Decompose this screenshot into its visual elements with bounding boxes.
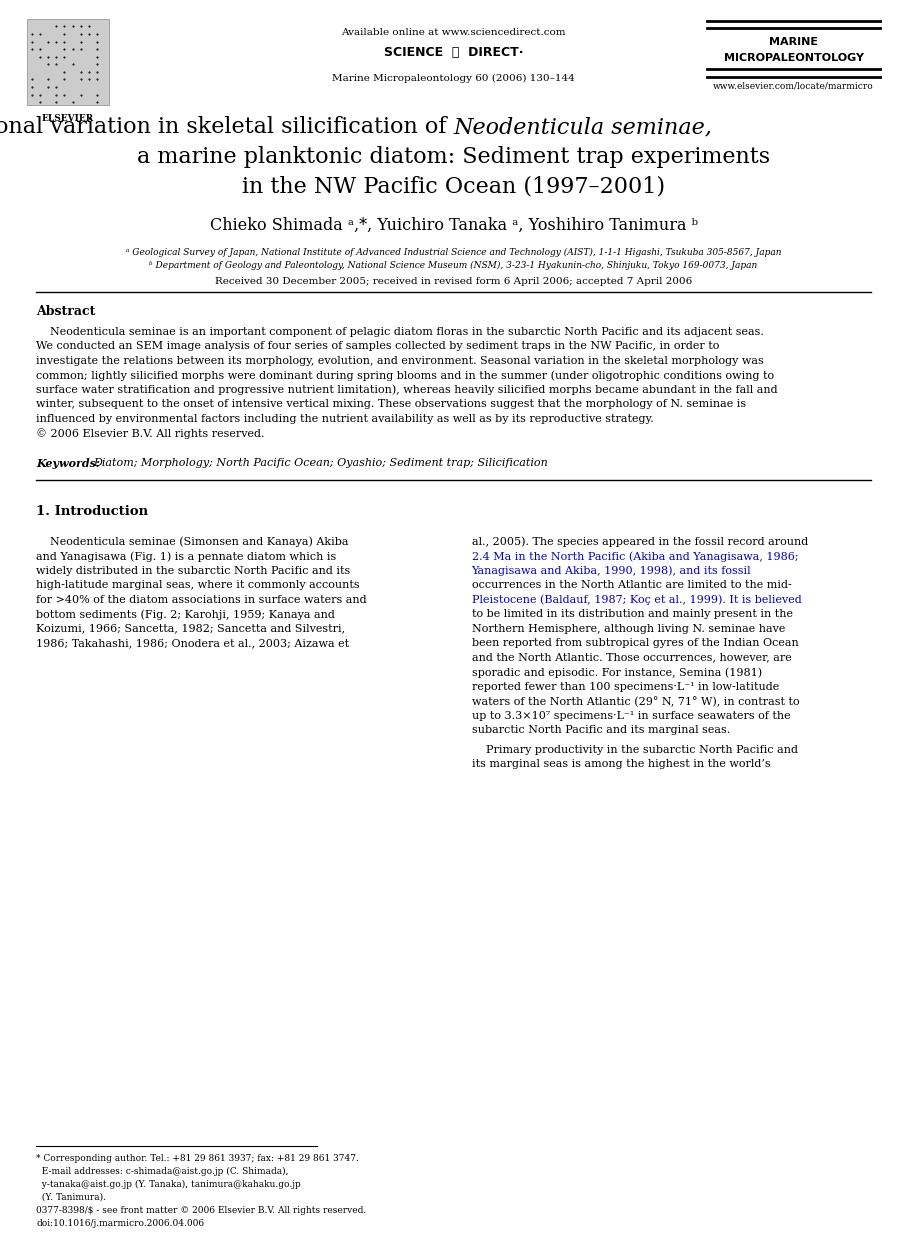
Text: al., 2005). The species appeared in the fossil record around: al., 2005). The species appeared in the … [472,537,808,547]
Text: Received 30 December 2005; received in revised form 6 April 2006; accepted 7 Apr: Received 30 December 2005; received in r… [215,277,692,286]
Text: in the NW Pacific Ocean (1997–2001): in the NW Pacific Ocean (1997–2001) [242,176,665,198]
Text: Seasonal variation in skeletal silicification of: Seasonal variation in skeletal silicific… [0,116,454,139]
Text: Neodenticula seminae is an important component of pelagic diatom floras in the s: Neodenticula seminae is an important com… [36,327,765,337]
Text: Marine Micropaleontology 60 (2006) 130–144: Marine Micropaleontology 60 (2006) 130–1… [332,74,575,83]
Text: for >40% of the diatom associations in surface waters and: for >40% of the diatom associations in s… [36,594,367,604]
Text: surface water stratification and progressive nutrient limitation), whereas heavi: surface water stratification and progres… [36,385,778,395]
Text: waters of the North Atlantic (29° N, 71° W), in contrast to: waters of the North Atlantic (29° N, 71°… [472,696,799,707]
Text: Chieko Shimada ᵃ,*, Yuichiro Tanaka ᵃ, Yoshihiro Tanimura ᵇ: Chieko Shimada ᵃ,*, Yuichiro Tanaka ᵃ, Y… [210,217,697,234]
Text: Neodenticula seminae (Simonsen and Kanaya) Akiba: Neodenticula seminae (Simonsen and Kanay… [36,537,349,547]
Text: 1986; Takahashi, 1986; Onodera et al., 2003; Aizawa et: 1986; Takahashi, 1986; Onodera et al., 2… [36,639,349,649]
Text: Yanagisawa and Akiba, 1990, 1998), and its fossil: Yanagisawa and Akiba, 1990, 1998), and i… [472,566,751,577]
Text: 2.4 Ma in the North Pacific (Akiba and Yanagisawa, 1986;: 2.4 Ma in the North Pacific (Akiba and Y… [472,551,798,562]
Text: Primary productivity in the subarctic North Pacific and: Primary productivity in the subarctic No… [472,744,797,754]
Text: Available online at www.sciencedirect.com: Available online at www.sciencedirect.co… [341,28,566,37]
Text: bottom sediments (Fig. 2; Karohji, 1959; Kanaya and: bottom sediments (Fig. 2; Karohji, 1959;… [36,609,336,620]
Text: * Corresponding author. Tel.: +81 29 861 3937; fax: +81 29 861 3747.: * Corresponding author. Tel.: +81 29 861… [36,1154,359,1162]
Text: subarctic North Pacific and its marginal seas.: subarctic North Pacific and its marginal… [472,725,730,735]
Text: E-mail addresses: c-shimada@aist.go.jp (C. Shimada),: E-mail addresses: c-shimada@aist.go.jp (… [36,1166,288,1176]
Text: ᵃ Geological Survey of Japan, National Institute of Advanced Industrial Science : ᵃ Geological Survey of Japan, National I… [126,248,781,256]
Text: common; lightly silicified morphs were dominant during spring blooms and in the : common; lightly silicified morphs were d… [36,370,775,381]
Text: a marine planktonic diatom: Sediment trap experiments: a marine planktonic diatom: Sediment tra… [137,146,770,168]
Text: to be limited in its distribution and mainly present in the: to be limited in its distribution and ma… [472,609,793,619]
Bar [27,19,109,105]
Text: been reported from subtropical gyres of the Indian Ocean: been reported from subtropical gyres of … [472,639,798,649]
Text: reported fewer than 100 specimens·L⁻¹ in low-latitude: reported fewer than 100 specimens·L⁻¹ in… [472,682,779,692]
Text: high-latitude marginal seas, where it commonly accounts: high-latitude marginal seas, where it co… [36,581,360,591]
Text: MICROPALEONTOLOGY: MICROPALEONTOLOGY [724,53,863,63]
Text: www.elsevier.com/locate/marmicro: www.elsevier.com/locate/marmicro [713,82,874,90]
Text: ELSEVIER: ELSEVIER [42,114,94,124]
Text: ᵇ Department of Geology and Paleontology, National Science Museum (NSM), 3-23-1 : ᵇ Department of Geology and Paleontology… [150,261,757,270]
Text: SCIENCE  ⓓ  DIRECT·: SCIENCE ⓓ DIRECT· [384,46,523,59]
Text: investigate the relations between its morphology, evolution, and environment. Se: investigate the relations between its mo… [36,355,764,365]
Text: 0377-8398/$ - see front matter © 2006 Elsevier B.V. All rights reserved.: 0377-8398/$ - see front matter © 2006 El… [36,1206,366,1214]
Text: sporadic and episodic. For instance, Semina (1981): sporadic and episodic. For instance, Sem… [472,667,762,677]
Text: We conducted an SEM image analysis of four series of samples collected by sedime: We conducted an SEM image analysis of fo… [36,342,719,352]
Text: y-tanaka@aist.go.jp (Y. Tanaka), tanimura@kahaku.go.jp: y-tanaka@aist.go.jp (Y. Tanaka), tanimur… [36,1180,301,1188]
Text: winter, subsequent to the onset of intensive vertical mixing. These observations: winter, subsequent to the onset of inten… [36,399,746,410]
Text: Pleistocene (Baldauf, 1987; Koç et al., 1999). It is believed: Pleistocene (Baldauf, 1987; Koç et al., … [472,594,802,605]
Text: 1. Introduction: 1. Introduction [36,505,149,517]
Text: © 2006 Elsevier B.V. All rights reserved.: © 2006 Elsevier B.V. All rights reserved… [36,428,265,439]
Text: Keywords:: Keywords: [36,458,104,468]
Text: and Yanagisawa (Fig. 1) is a pennate diatom which is: and Yanagisawa (Fig. 1) is a pennate dia… [36,551,336,562]
Text: Northern Hemisphere, although living N. seminae have: Northern Hemisphere, although living N. … [472,624,785,634]
Text: MARINE: MARINE [769,37,818,47]
Text: Abstract: Abstract [36,305,95,318]
Text: doi:10.1016/j.marmicro.2006.04.006: doi:10.1016/j.marmicro.2006.04.006 [36,1218,204,1228]
Text: Neodenticula seminae,: Neodenticula seminae, [454,116,712,139]
Text: its marginal seas is among the highest in the world’s: its marginal seas is among the highest i… [472,759,770,769]
Text: and the North Atlantic. Those occurrences, however, are: and the North Atlantic. Those occurrence… [472,652,792,662]
Text: influenced by environmental factors including the nutrient availability as well : influenced by environmental factors incl… [36,413,654,423]
Text: up to 3.3×10⁷ specimens·L⁻¹ in surface seawaters of the: up to 3.3×10⁷ specimens·L⁻¹ in surface s… [472,711,790,721]
Text: widely distributed in the subarctic North Pacific and its: widely distributed in the subarctic Nort… [36,566,350,576]
Text: Diatom; Morphology; North Pacific Ocean; Oyashio; Sediment trap; Silicification: Diatom; Morphology; North Pacific Ocean;… [93,458,548,468]
Text: Koizumi, 1966; Sancetta, 1982; Sancetta and Silvestri,: Koizumi, 1966; Sancetta, 1982; Sancetta … [36,624,346,634]
Text: (Y. Tanimura).: (Y. Tanimura). [36,1193,106,1202]
Text: occurrences in the North Atlantic are limited to the mid-: occurrences in the North Atlantic are li… [472,581,792,591]
